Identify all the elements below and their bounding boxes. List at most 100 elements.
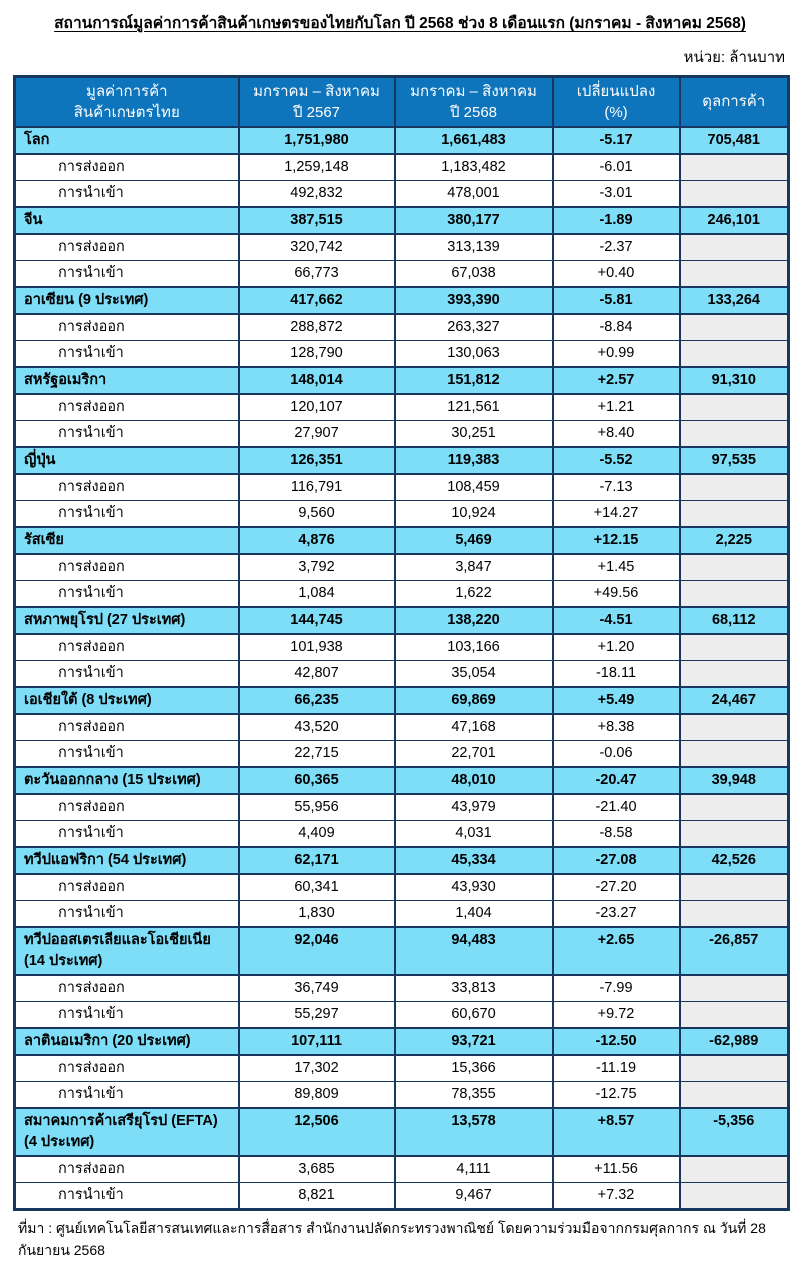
- column-header-line: (%): [604, 103, 628, 121]
- column-header-line: ดุลการค้า: [702, 93, 766, 111]
- import-value-cell: 55,297: [237, 1000, 396, 1028]
- region-name-cell: สมาคมการค้าเสรียุโรป (EFTA) (4 ประเทศ): [13, 1106, 240, 1157]
- import-value-cell: 478,001: [393, 179, 554, 207]
- region-name-line1: สหรัฐอเมริกา: [24, 371, 107, 388]
- export-value-cell: -7.99: [551, 974, 681, 1002]
- region-value-cell: -5.81: [551, 285, 681, 315]
- region-value-cell: 92,046: [237, 925, 396, 976]
- region-name-line1: โลก: [24, 131, 50, 148]
- region-value-cell: 119,383: [393, 445, 554, 475]
- region-name-line1: ลาตินอเมริกา (20 ประเทศ): [24, 1032, 191, 1049]
- region-value-cell: +2.65: [551, 925, 681, 976]
- empty-balance-cell: [678, 179, 790, 207]
- unit-label: หน่วย: ล้านบาท: [683, 49, 785, 66]
- import-value-cell: -0.06: [551, 739, 681, 767]
- export-label-cell: การส่งออก: [13, 873, 240, 901]
- region-value-cell: 107,111: [237, 1026, 396, 1056]
- table-row-region: ญี่ปุ่น 126,351 119,383 -5.52 97,535: [13, 445, 790, 475]
- region-name-cell: ทวีปออสเตรเลียและโอเชียเนีย (14 ประเทศ): [13, 925, 240, 976]
- import-label-cell: การนำเข้า: [13, 1000, 240, 1028]
- region-value-cell: 69,869: [393, 685, 554, 715]
- empty-balance-cell: [678, 739, 790, 767]
- column-header-line: เปลี่ยนแปลง: [576, 82, 656, 100]
- source-note: ที่มา : ศูนย์เทคโนโลยีสารสนเทศและการสื่อ…: [18, 1219, 766, 1258]
- import-value-cell: 30,251: [393, 419, 554, 447]
- column-header-line: มกราคม – สิงหาคม: [253, 82, 380, 100]
- region-name-cell: ตะวันออกกลาง (15 ประเทศ): [13, 765, 240, 795]
- table-row-region: ทวีปแอฟริกา (54 ประเทศ) 62,171 45,334 -27.0…: [13, 845, 790, 875]
- table-row-region: ลาตินอเมริกา (20 ประเทศ) 107,111 93,721 -12…: [13, 1026, 790, 1056]
- empty-balance-cell: [678, 899, 790, 927]
- table-row-export: การส่งออก 17,302 15,366 -11.19: [13, 1054, 790, 1082]
- import-value-cell: +0.99: [551, 339, 681, 367]
- region-value-cell: 387,515: [237, 205, 396, 235]
- region-value-cell: +8.57: [551, 1106, 681, 1157]
- empty-balance-cell: [678, 419, 790, 447]
- import-value-cell: 1,622: [393, 579, 554, 607]
- import-label-cell: การนำเข้า: [13, 1181, 240, 1210]
- region-name-line1: รัสเซีย: [24, 531, 64, 548]
- column-header-line: ปี 2567: [292, 103, 341, 121]
- export-value-cell: 108,459: [393, 473, 554, 501]
- table-row-export: การส่งออก 116,791 108,459 -7.13: [13, 473, 790, 501]
- import-value-cell: 89,809: [237, 1080, 396, 1108]
- region-name-cell: สหรัฐอเมริกา: [13, 365, 240, 395]
- empty-balance-cell: [678, 659, 790, 687]
- table-row-region: ตะวันออกกลาง (15 ประเทศ) 60,365 48,010 -20.…: [13, 765, 790, 795]
- empty-balance-cell: [678, 713, 790, 741]
- export-value-cell: +8.38: [551, 713, 681, 741]
- import-value-cell: -18.11: [551, 659, 681, 687]
- table-row-region: อาเซียน (9 ประเทศ) 417,662 393,390 -5.81 133…: [13, 285, 790, 315]
- import-value-cell: 1,084: [237, 579, 396, 607]
- export-label-cell: การส่งออก: [13, 553, 240, 581]
- import-value-cell: 4,031: [393, 819, 554, 847]
- column-header-trade-balance: ดุลการค้า: [678, 76, 790, 128]
- empty-balance-cell: [678, 233, 790, 261]
- export-value-cell: -11.19: [551, 1054, 681, 1082]
- table-row-export: การส่งออก 43,520 47,168 +8.38: [13, 713, 790, 741]
- table-row-import: การนำเข้า 9,560 10,924 +14.27: [13, 499, 790, 527]
- column-header-line: สินค้าเกษตรไทย: [73, 103, 180, 121]
- import-label-cell: การนำเข้า: [13, 1080, 240, 1108]
- export-value-cell: +1.45: [551, 553, 681, 581]
- region-value-cell: 62,171: [237, 845, 396, 875]
- import-value-cell: 35,054: [393, 659, 554, 687]
- import-value-cell: 492,832: [237, 179, 396, 207]
- table-row-export: การส่งออก 60,341 43,930 -27.20: [13, 873, 790, 901]
- import-value-cell: -23.27: [551, 899, 681, 927]
- region-name-cell: ญี่ปุ่น: [13, 445, 240, 475]
- region-value-cell: -26,857: [678, 925, 790, 976]
- empty-balance-cell: [678, 259, 790, 287]
- import-value-cell: 67,038: [393, 259, 554, 287]
- region-value-cell: -4.51: [551, 605, 681, 635]
- region-value-cell: -5.17: [551, 125, 681, 155]
- region-value-cell: 91,310: [678, 365, 790, 395]
- export-value-cell: 320,742: [237, 233, 396, 261]
- region-value-cell: 151,812: [393, 365, 554, 395]
- export-value-cell: -6.01: [551, 153, 681, 181]
- empty-balance-cell: [678, 473, 790, 501]
- export-label-cell: การส่งออก: [13, 713, 240, 741]
- region-value-cell: 393,390: [393, 285, 554, 315]
- export-label-cell: การส่งออก: [13, 633, 240, 661]
- empty-balance-cell: [678, 339, 790, 367]
- import-label-cell: การนำเข้า: [13, 339, 240, 367]
- import-value-cell: 22,701: [393, 739, 554, 767]
- empty-balance-cell: [678, 499, 790, 527]
- region-value-cell: 1,751,980: [237, 125, 396, 155]
- export-label-cell: การส่งออก: [13, 233, 240, 261]
- region-name-line1: ทวีปแอฟริกา (54 ประเทศ): [24, 851, 187, 868]
- region-value-cell: +5.49: [551, 685, 681, 715]
- import-label-cell: การนำเข้า: [13, 739, 240, 767]
- region-name-cell: สหภาพยุโรป (27 ประเทศ): [13, 605, 240, 635]
- import-value-cell: +9.72: [551, 1000, 681, 1028]
- region-name-line1: อาเซียน (9 ประเทศ): [24, 291, 149, 308]
- import-value-cell: 9,560: [237, 499, 396, 527]
- empty-balance-cell: [678, 1080, 790, 1108]
- empty-balance-cell: [678, 393, 790, 421]
- table-row-export: การส่งออก 36,749 33,813 -7.99: [13, 974, 790, 1002]
- region-value-cell: 1,661,483: [393, 125, 554, 155]
- import-label-cell: การนำเข้า: [13, 499, 240, 527]
- column-header-line: มกราคม – สิงหาคม: [410, 82, 537, 100]
- export-value-cell: 36,749: [237, 974, 396, 1002]
